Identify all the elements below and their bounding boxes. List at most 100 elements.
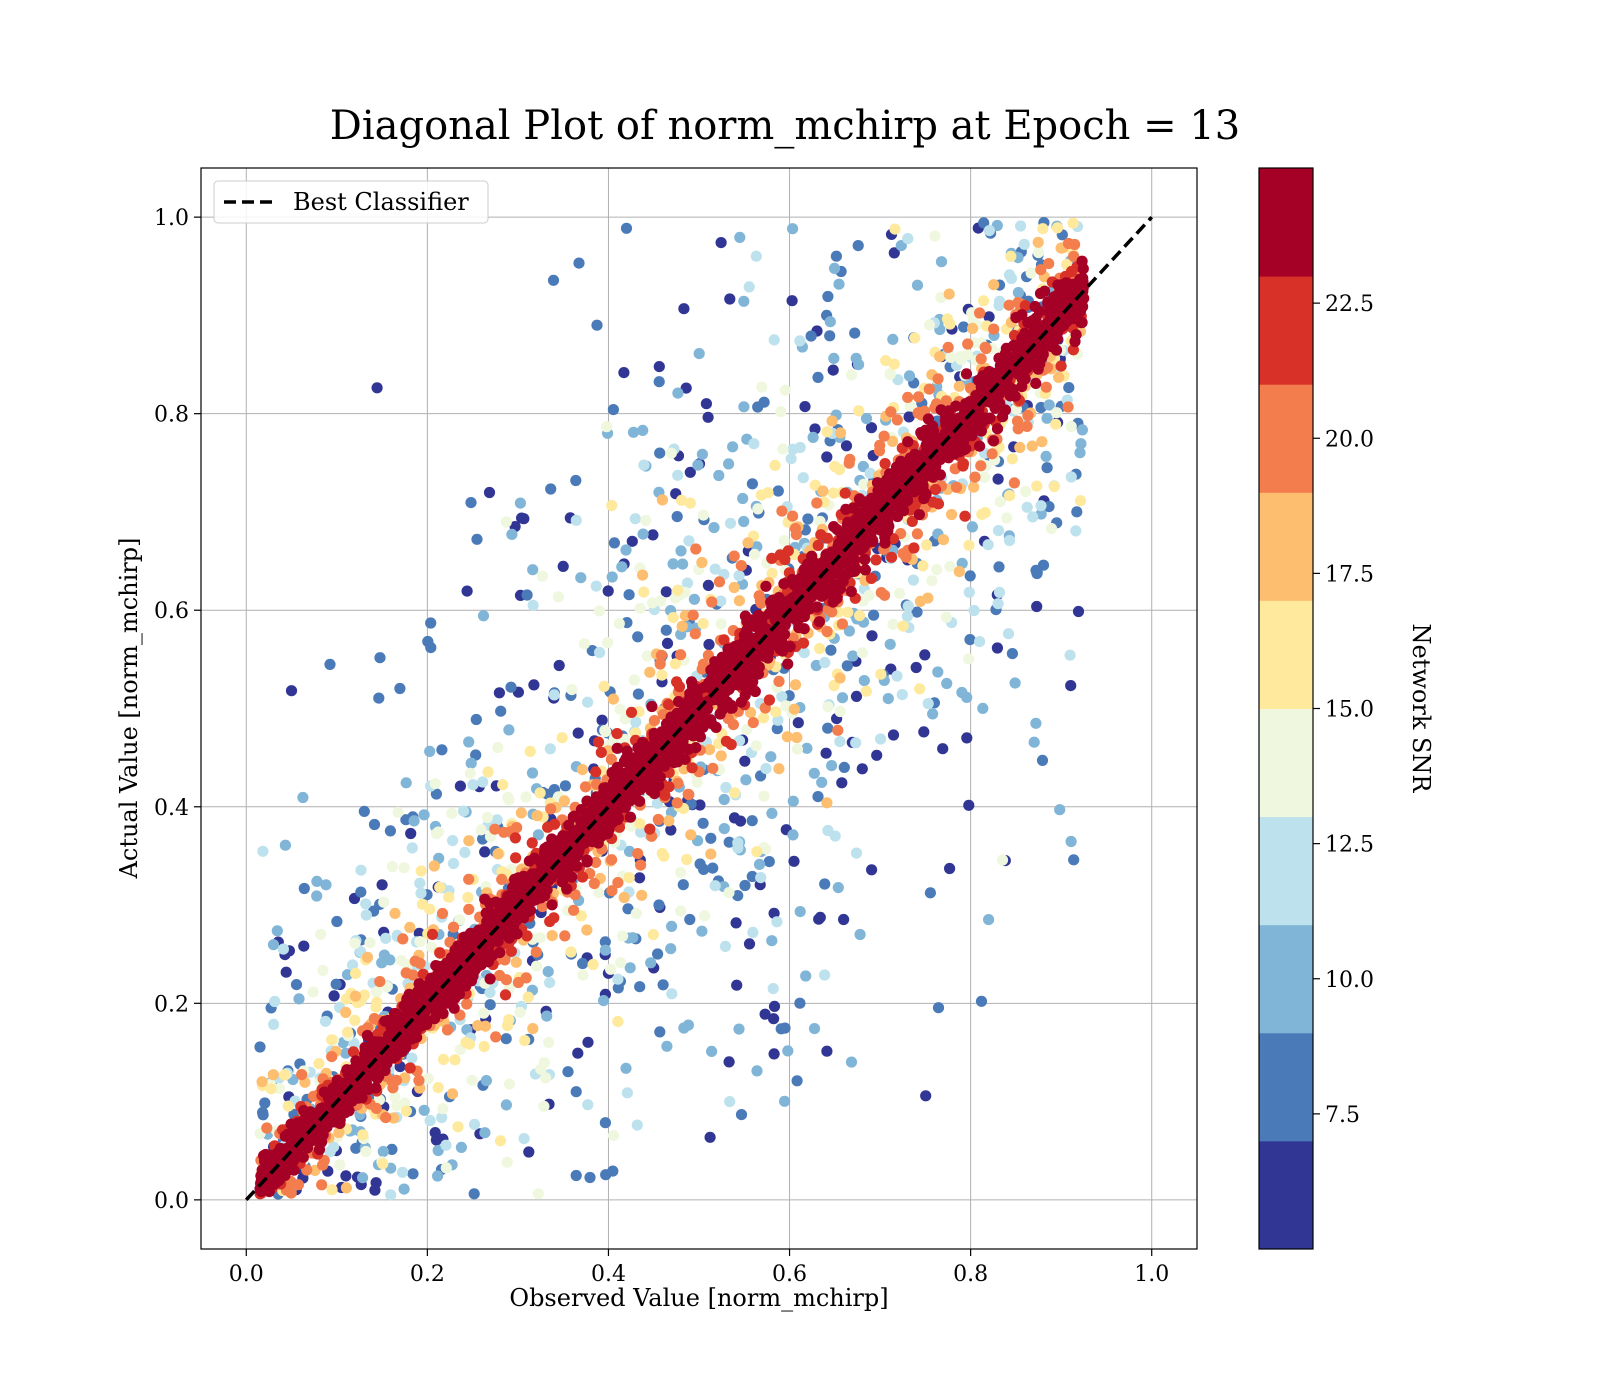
scatter-point: [355, 886, 367, 898]
scatter-point: [920, 1090, 932, 1102]
scatter-point: [615, 957, 627, 969]
scatter-point: [581, 854, 593, 866]
scatter-point: [665, 943, 677, 955]
scatter-point: [808, 1023, 821, 1035]
scatter-point: [838, 761, 850, 774]
scatter-point: [717, 703, 729, 715]
scatter-point: [388, 1112, 400, 1124]
scatter-point: [845, 586, 857, 598]
scatter-point: [685, 829, 697, 841]
scatter-point: [686, 762, 698, 774]
scatter-point: [654, 658, 666, 670]
scatter-point: [405, 827, 417, 840]
scatter-point: [1018, 238, 1030, 250]
scatter-point: [906, 515, 918, 528]
scatter-point: [902, 233, 914, 245]
scatter-point: [760, 580, 772, 592]
scatter-point: [500, 974, 512, 986]
scatter-point: [532, 1188, 544, 1200]
scatter-point: [630, 907, 643, 920]
scatter-point: [1032, 246, 1045, 259]
scatter-point: [479, 1020, 491, 1032]
scatter-point: [827, 364, 839, 376]
scatter-point: [696, 448, 709, 460]
scatter-point: [991, 423, 1004, 435]
scatter-point: [663, 699, 675, 711]
scatter-point: [660, 624, 672, 636]
scatter-point: [494, 905, 506, 917]
scatter-point: [785, 453, 797, 465]
scatter-point: [612, 1015, 624, 1028]
scatter-point: [660, 586, 672, 598]
scatter-point: [836, 618, 849, 630]
scatter-point: [797, 472, 809, 484]
scatter-point: [285, 685, 298, 697]
scatter-point: [822, 824, 834, 837]
scatter-point: [371, 996, 383, 1008]
scatter-point: [665, 806, 678, 819]
scatter-point: [1051, 407, 1063, 419]
scatter-point: [545, 803, 557, 815]
scatter-point: [374, 976, 386, 988]
scatter-point: [918, 493, 930, 505]
scatter-point: [637, 569, 649, 581]
scatter-point: [554, 868, 566, 880]
scatter-point: [666, 988, 678, 1000]
scatter-point: [446, 807, 458, 819]
scatter-point: [489, 823, 501, 835]
scatter-point: [932, 666, 944, 678]
scatter-point: [648, 715, 661, 727]
scatter-point: [913, 508, 926, 521]
scatter-point: [746, 870, 758, 883]
scatter-point: [768, 1048, 780, 1060]
scatter-point: [447, 857, 460, 870]
scatter-point: [503, 794, 515, 806]
scatter-point: [756, 381, 768, 393]
scatter-point: [370, 1082, 382, 1094]
scatter-point: [1004, 490, 1016, 502]
scatter-point: [917, 560, 929, 572]
scatter-point: [406, 842, 418, 854]
scatter-point: [415, 887, 427, 899]
scatter-point: [746, 815, 758, 827]
scatter-point: [267, 1069, 279, 1081]
scatter-point: [865, 422, 878, 434]
scatter-point: [879, 537, 891, 549]
scatter-point: [601, 421, 613, 433]
scatter-point: [396, 1166, 409, 1178]
scatter-point: [735, 560, 747, 572]
scatter-point: [437, 1103, 449, 1115]
scatter-point: [408, 815, 420, 827]
scatter-point: [575, 572, 587, 584]
scatter-point: [634, 602, 646, 614]
scatter-point: [587, 958, 599, 971]
scatter-point: [1010, 312, 1022, 324]
scatter-point: [600, 1169, 612, 1181]
scatter-point: [544, 977, 556, 989]
scatter-point: [950, 481, 963, 493]
scatter-point: [641, 650, 653, 662]
scatter-point: [677, 879, 689, 891]
scatter-point: [497, 779, 509, 791]
scatter-point: [722, 713, 734, 725]
scatter-point: [814, 911, 826, 924]
scatter-point: [821, 451, 833, 463]
scatter-point: [816, 590, 828, 602]
scatter-point: [599, 1117, 612, 1129]
scatter-point: [593, 605, 606, 617]
scatter-point: [371, 382, 383, 394]
scatter-point: [463, 835, 475, 847]
scatter-point: [470, 713, 482, 726]
scatter-point: [584, 1171, 596, 1184]
scatter-point: [675, 905, 687, 917]
scatter-point: [994, 360, 1007, 372]
scatter-point: [847, 525, 859, 537]
scatter-point: [765, 751, 777, 763]
scatter-point: [625, 706, 638, 719]
scatter-point: [693, 348, 705, 360]
scatter-point: [297, 791, 309, 804]
scatter-point: [553, 659, 565, 672]
scatter-point: [683, 789, 695, 801]
scatter-point: [545, 483, 557, 495]
scatter-point: [665, 824, 677, 836]
